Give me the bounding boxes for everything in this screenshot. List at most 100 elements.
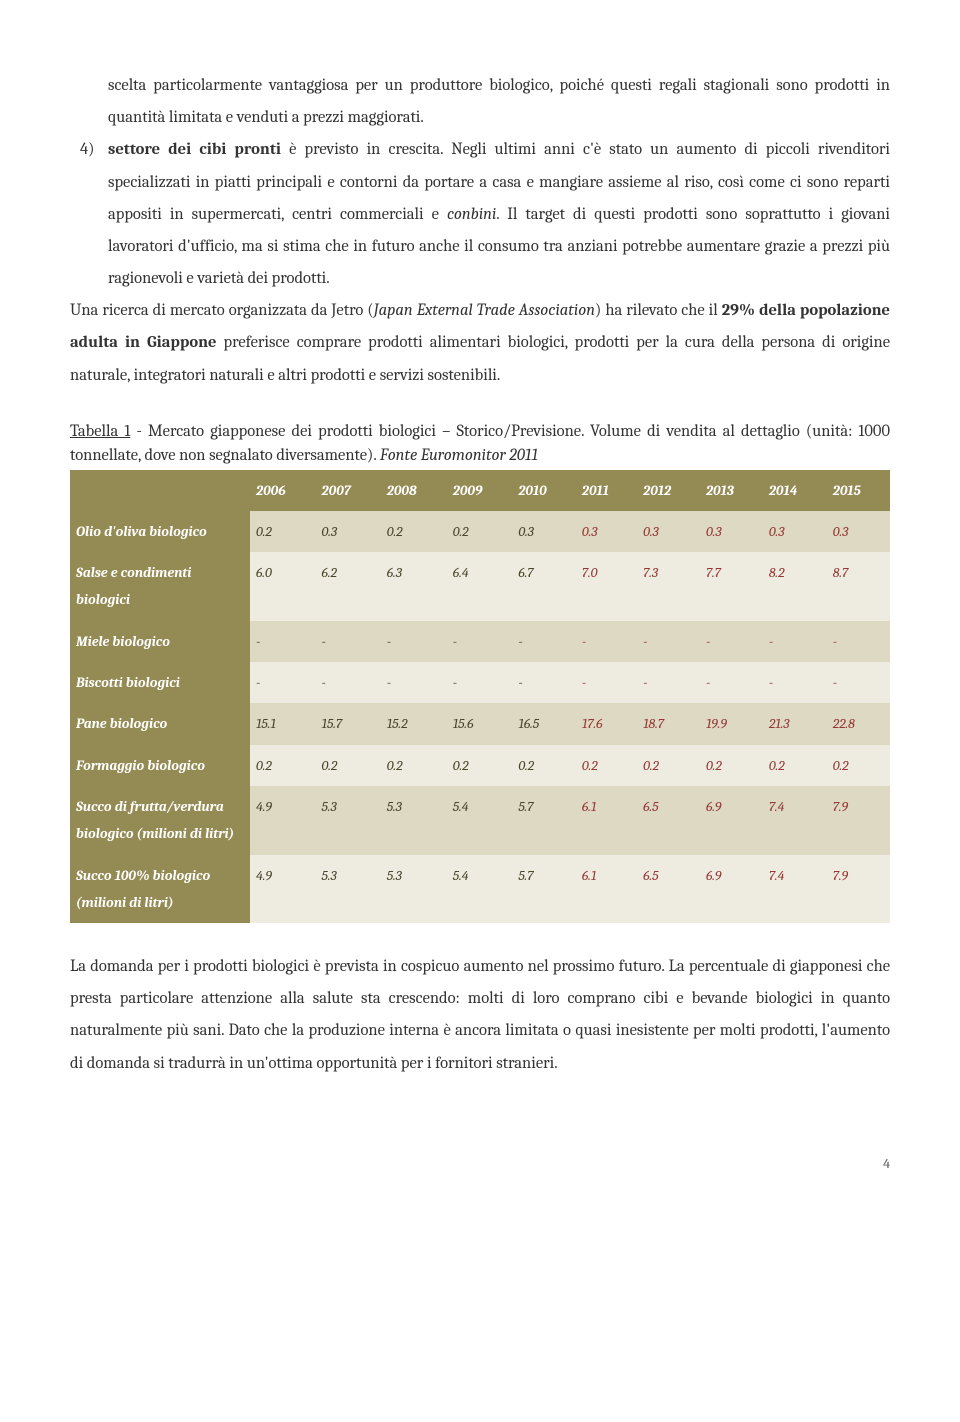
table-cell: 8.2 xyxy=(763,552,827,621)
table-cell: - xyxy=(512,662,576,703)
table-cell: - xyxy=(381,621,447,662)
list-item-4: 4) settore dei cibi pronti è previsto in… xyxy=(80,134,890,295)
table-cell: 4.9 xyxy=(250,786,316,855)
table-cell: 19.9 xyxy=(700,703,763,744)
table-cell: 6.9 xyxy=(700,855,763,924)
table-cell: 0.2 xyxy=(250,511,316,552)
table-cell: 16.5 xyxy=(512,703,576,744)
table-cell: 0.3 xyxy=(576,511,637,552)
table-cell: 6.5 xyxy=(637,855,700,924)
table-cell: - xyxy=(250,621,316,662)
text: Una ricerca di mercato organizzata da Je… xyxy=(70,301,374,320)
list-lead: settore dei cibi pronti xyxy=(108,140,281,159)
table-cell: 0.2 xyxy=(316,745,381,786)
table-cell: 5.4 xyxy=(447,855,513,924)
col-header-year: 2014 xyxy=(763,470,827,511)
table-cell: - xyxy=(576,662,637,703)
table-cell: 5.3 xyxy=(381,855,447,924)
table-cell: 0.2 xyxy=(447,745,513,786)
table-cell: 5.7 xyxy=(512,855,576,924)
table-cell: 6.1 xyxy=(576,786,637,855)
table-cell: 5.7 xyxy=(512,786,576,855)
closing-paragraph: La domanda per i prodotti biologici è pr… xyxy=(70,951,890,1080)
table-cell: 15.2 xyxy=(381,703,447,744)
table-cell: 15.1 xyxy=(250,703,316,744)
table-cell: 5.3 xyxy=(316,786,381,855)
col-header-year: 2013 xyxy=(700,470,763,511)
table-cell: - xyxy=(447,662,513,703)
table-cell: - xyxy=(250,662,316,703)
table-cell: - xyxy=(447,621,513,662)
table-cell: 0.2 xyxy=(512,745,576,786)
col-header-year: 2009 xyxy=(447,470,513,511)
table-cell: 17.6 xyxy=(576,703,637,744)
table-cell: 21.3 xyxy=(763,703,827,744)
table-row: Succo 100% biologico (milioni di litri)4… xyxy=(70,855,890,924)
table-cell: 6.9 xyxy=(700,786,763,855)
table-cell: 7.4 xyxy=(763,786,827,855)
table-cell: 15.7 xyxy=(316,703,381,744)
table-cell: 7.9 xyxy=(827,786,890,855)
list-body: settore dei cibi pronti è previsto in cr… xyxy=(108,134,890,295)
table-cell: 6.0 xyxy=(250,552,316,621)
table-cell: 0.2 xyxy=(381,511,447,552)
table-row: Biscotti biologici---------- xyxy=(70,662,890,703)
table-cell: - xyxy=(637,621,700,662)
caption-label: Tabella 1 xyxy=(70,422,130,441)
table-cell: - xyxy=(827,621,890,662)
table-cell: - xyxy=(763,662,827,703)
intro-paragraph-cont: scelta particolarmente vantaggiosa per u… xyxy=(108,70,890,134)
table-cell: 0.3 xyxy=(637,511,700,552)
col-header-year: 2011 xyxy=(576,470,637,511)
table-cell: 7.7 xyxy=(700,552,763,621)
row-header: Salse e condimenti biologici xyxy=(70,552,250,621)
col-header-blank xyxy=(70,470,250,511)
table-cell: - xyxy=(700,621,763,662)
table-cell: 0.3 xyxy=(512,511,576,552)
table-cell: 7.9 xyxy=(827,855,890,924)
table-cell: - xyxy=(512,621,576,662)
table-cell: - xyxy=(637,662,700,703)
text: La domanda per i prodotti biologici è pr… xyxy=(70,957,890,1073)
term-jetro: Japan External Trade Association xyxy=(374,301,595,320)
table-cell: - xyxy=(316,662,381,703)
table-cell: 0.3 xyxy=(316,511,381,552)
table-cell: 0.2 xyxy=(700,745,763,786)
table-caption: Tabella 1 - Mercato giapponese dei prodo… xyxy=(70,420,890,468)
term-conbini: conbini xyxy=(447,205,496,224)
table-cell: 6.2 xyxy=(316,552,381,621)
table-cell: 5.4 xyxy=(447,786,513,855)
table-cell: 0.2 xyxy=(637,745,700,786)
paragraph-jetro: Una ricerca di mercato organizzata da Je… xyxy=(70,295,890,392)
row-header: Succo di frutta/verdura biologico (milio… xyxy=(70,786,250,855)
table-cell: - xyxy=(700,662,763,703)
col-header-year: 2008 xyxy=(381,470,447,511)
page-number: 4 xyxy=(70,1150,890,1177)
col-header-year: 2010 xyxy=(512,470,576,511)
table-row: Olio d'oliva biologico0.20.30.20.20.30.3… xyxy=(70,511,890,552)
data-table: 2006200720082009201020112012201320142015… xyxy=(70,470,890,924)
text: scelta particolarmente vantaggiosa per u… xyxy=(108,76,890,127)
table-cell: - xyxy=(763,621,827,662)
table-cell: 6.1 xyxy=(576,855,637,924)
caption-source: Fonte Euromonitor 2011 xyxy=(380,446,538,465)
table-cell: 0.2 xyxy=(381,745,447,786)
table-row: Succo di frutta/verdura biologico (milio… xyxy=(70,786,890,855)
col-header-year: 2012 xyxy=(637,470,700,511)
table-cell: 6.3 xyxy=(381,552,447,621)
col-header-year: 2007 xyxy=(316,470,381,511)
table-cell: 6.4 xyxy=(447,552,513,621)
row-header: Miele biologico xyxy=(70,621,250,662)
table-cell: 22.8 xyxy=(827,703,890,744)
row-header: Pane biologico xyxy=(70,703,250,744)
table-cell: 0.3 xyxy=(763,511,827,552)
table-cell: - xyxy=(316,621,381,662)
table-cell: 0.2 xyxy=(763,745,827,786)
row-header: Formaggio biologico xyxy=(70,745,250,786)
table-cell: 5.3 xyxy=(381,786,447,855)
table-cell: 5.3 xyxy=(316,855,381,924)
table-cell: 6.7 xyxy=(512,552,576,621)
row-header: Succo 100% biologico (milioni di litri) xyxy=(70,855,250,924)
list-number: 4) xyxy=(80,134,108,295)
table-cell: 7.3 xyxy=(637,552,700,621)
